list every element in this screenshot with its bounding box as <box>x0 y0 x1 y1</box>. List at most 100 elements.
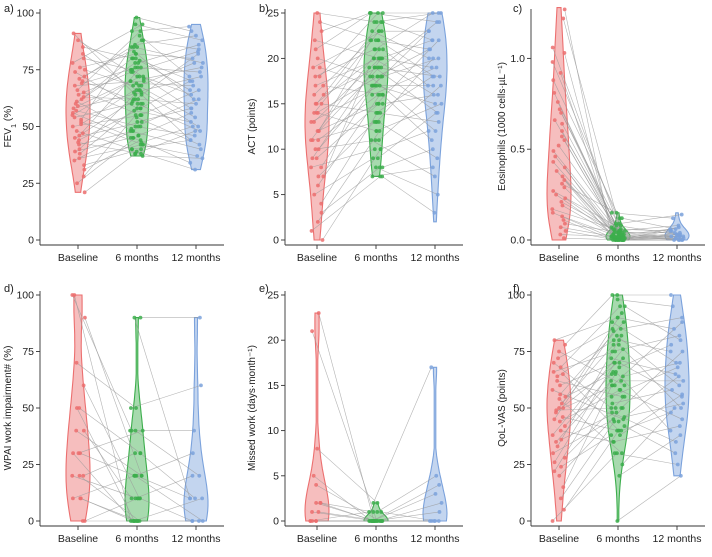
data-point-12-months-a <box>196 97 201 102</box>
data-point-6-months-f <box>615 297 620 302</box>
pair-line-a <box>137 108 192 123</box>
data-point-12-months-a <box>189 106 194 111</box>
data-point-12-months-f <box>672 327 676 331</box>
data-point-baseline-d <box>75 406 79 410</box>
data-point-baseline-d <box>72 293 77 297</box>
data-point-baseline-c <box>558 225 563 230</box>
data-point-baseline-f <box>554 440 558 444</box>
pair-line-c <box>617 234 677 241</box>
pair-line-c <box>561 183 617 214</box>
data-point-6-months-d <box>135 519 140 523</box>
data-point-6-months-e <box>367 510 372 514</box>
data-point-6-months-f <box>616 342 621 347</box>
y-tick-label-b: 5 <box>273 189 279 201</box>
data-point-baseline-d <box>80 519 85 523</box>
pair-line-b <box>315 139 376 150</box>
pair-line-e <box>377 475 437 513</box>
data-point-baseline-c <box>558 232 563 237</box>
data-point-baseline-a <box>72 115 77 120</box>
data-point-6-months-c <box>609 210 614 215</box>
data-point-baseline-a <box>81 51 85 56</box>
data-point-6-months-f <box>613 360 617 365</box>
data-point-12-months-f <box>677 333 682 338</box>
data-point-6-months-e <box>371 510 376 514</box>
data-point-6-months-a <box>132 90 136 95</box>
pair-line-f <box>617 317 675 330</box>
data-point-6-months-d <box>139 473 144 478</box>
pair-line-b <box>374 67 440 77</box>
data-point-12-months-b <box>430 147 435 152</box>
data-point-baseline-f <box>558 383 562 388</box>
x-category-label-a: 12 months <box>171 252 220 264</box>
data-point-baseline-a <box>82 163 86 167</box>
data-point-baseline-b <box>317 74 322 79</box>
data-point-6-months-a <box>132 108 137 113</box>
pair-line-a <box>143 76 192 96</box>
pair-line-e <box>315 484 380 522</box>
data-point-6-months-f <box>617 388 622 392</box>
pair-line-b <box>310 148 375 168</box>
panel-e: e) Missed work (days·month⁻¹) 0 5 10 15 20 25 Ba… <box>247 283 463 545</box>
pair-line-e <box>373 367 432 504</box>
data-point-12-months-a <box>191 97 196 102</box>
pair-line-f <box>558 351 625 386</box>
data-point-12-months-b <box>436 92 440 97</box>
pair-line-c <box>564 187 617 239</box>
pair-line-f <box>564 371 614 427</box>
data-point-6-months-f <box>610 383 615 388</box>
data-point-6-months-a <box>135 120 140 124</box>
data-point-12-months-b <box>431 92 436 97</box>
data-point-baseline-c <box>551 189 556 193</box>
data-point-12-months-c <box>672 238 677 242</box>
pair-line-a <box>79 103 142 154</box>
data-point-6-months-a <box>130 29 134 34</box>
data-point-baseline-b <box>317 65 322 70</box>
pair-line-d <box>135 475 193 499</box>
data-point-12-months-d <box>197 473 202 478</box>
data-point-6-months-b <box>377 47 381 52</box>
data-point-6-months-a <box>133 61 138 65</box>
x-category-label-a: Baseline <box>58 252 98 264</box>
data-point-12-months-f <box>677 424 682 428</box>
pair-line-b <box>319 21 379 41</box>
data-point-6-months-f <box>622 415 627 419</box>
panel-label-f: f) <box>513 283 520 295</box>
data-point-baseline-a <box>72 135 77 140</box>
pair-line-b <box>315 49 375 77</box>
data-point-baseline-b <box>309 165 313 170</box>
data-point-12-months-a <box>187 24 191 29</box>
pair-line-f <box>624 403 684 418</box>
pair-line-b <box>382 58 439 77</box>
data-point-6-months-a <box>130 99 135 104</box>
data-point-baseline-a <box>74 108 79 113</box>
data-point-12-months-a <box>192 61 197 65</box>
data-point-baseline-f <box>563 342 567 347</box>
data-point-12-months-d <box>188 496 192 501</box>
data-point-baseline-e <box>314 519 318 523</box>
pair-line-d <box>72 475 135 499</box>
data-point-12-months-f <box>673 451 678 456</box>
data-point-12-months-e <box>433 491 438 496</box>
data-point-12-months-c <box>681 236 686 241</box>
pair-line-d <box>83 452 136 477</box>
data-point-6-months-b <box>374 101 379 106</box>
data-point-6-months-f <box>619 406 624 410</box>
data-point-6-months-b <box>371 156 376 161</box>
data-point-baseline-a <box>75 181 79 186</box>
data-point-12-months-f <box>681 401 686 406</box>
data-point-baseline-b <box>309 138 313 143</box>
data-point-baseline-c <box>551 78 556 83</box>
data-point-6-months-d <box>129 406 133 410</box>
data-point-6-months-b <box>381 47 385 52</box>
data-point-baseline-e <box>308 519 313 523</box>
data-point-12-months-c <box>679 212 684 217</box>
data-point-6-months-a <box>134 51 138 56</box>
data-point-6-months-f <box>622 304 627 309</box>
data-point-baseline-a <box>80 131 85 136</box>
pair-line-d <box>76 407 135 522</box>
pair-line-a <box>76 130 133 150</box>
y-tick-label-a: 100 <box>16 8 34 20</box>
data-point-6-months-f <box>622 394 627 399</box>
data-point-12-months-a <box>189 110 194 115</box>
